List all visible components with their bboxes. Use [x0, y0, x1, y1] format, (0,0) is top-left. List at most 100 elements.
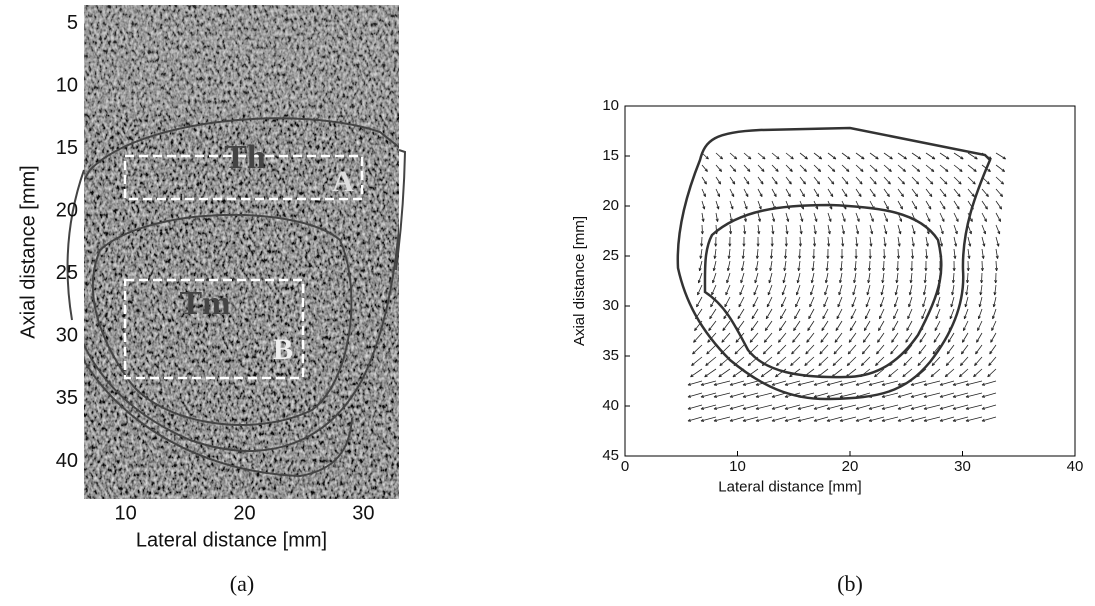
- vector-arrow: [894, 296, 899, 308]
- arrow-head: [974, 362, 978, 366]
- x-tick-label: 10: [114, 502, 136, 524]
- vector-arrow: [742, 248, 745, 259]
- arrow-head: [812, 243, 817, 247]
- vector-arrow: [824, 284, 829, 296]
- annotation: Th: [224, 139, 266, 176]
- arrow-head: [923, 279, 927, 284]
- arrow-head: [832, 362, 836, 366]
- vector-arrow: [799, 152, 808, 160]
- vector-arrow: [995, 260, 998, 271]
- arrow-head: [793, 327, 797, 331]
- vector-arrow: [725, 284, 731, 296]
- vector-arrow: [967, 224, 972, 235]
- y-axis-label: Axial distance [mm]: [571, 216, 588, 346]
- vector-arrow: [897, 248, 899, 259]
- vector-arrow: [784, 380, 801, 386]
- arrow-head: [906, 327, 910, 331]
- vector-arrow: [690, 368, 703, 378]
- vector-arrow: [867, 272, 871, 284]
- vector-arrow: [757, 164, 765, 172]
- vector-arrow: [868, 260, 871, 271]
- vector-arrow: [841, 164, 850, 172]
- vector-arrow: [783, 272, 787, 284]
- vector-arrow: [939, 188, 947, 197]
- vector-arrow: [917, 356, 927, 366]
- arrow-head: [777, 351, 781, 355]
- vector-arrow: [839, 392, 857, 398]
- vector-arrow: [981, 416, 997, 422]
- vector-arrow: [953, 236, 957, 247]
- vector-arrow: [995, 152, 1006, 160]
- arrow-head: [753, 291, 757, 296]
- arrow-head: [693, 339, 697, 343]
- arrow-head: [897, 418, 902, 422]
- arrow-head: [776, 362, 780, 366]
- vector-arrow: [939, 164, 949, 172]
- arrow-head: [923, 406, 928, 410]
- arrow-head: [813, 406, 818, 410]
- y-tick-label: 40: [602, 397, 619, 414]
- arrow-head: [784, 382, 789, 386]
- arrow-head: [931, 362, 935, 366]
- vector-arrow: [781, 296, 787, 308]
- arrow-head: [1001, 168, 1005, 172]
- vector-arrow: [910, 392, 927, 398]
- arrow-head: [989, 351, 993, 355]
- arrow-head: [994, 280, 998, 284]
- arrow-head: [723, 315, 727, 320]
- vector-arrow: [865, 296, 871, 308]
- vector-arrow: [813, 404, 829, 410]
- arrow-head: [939, 243, 943, 247]
- vector-arrow: [910, 380, 927, 386]
- arrow-head: [931, 156, 936, 160]
- vector-arrow: [792, 332, 801, 343]
- arrow-head: [921, 315, 925, 320]
- vector-arrow: [729, 188, 735, 197]
- vector-arrow: [861, 344, 871, 355]
- arrow-head: [897, 406, 902, 410]
- arrow-head: [910, 406, 915, 410]
- vector-arrow: [687, 392, 703, 398]
- arrow-head: [826, 382, 831, 386]
- arrow-head: [809, 303, 813, 308]
- arrow-head: [965, 291, 969, 296]
- vector-arrow: [701, 212, 704, 222]
- arrow-head: [856, 230, 860, 235]
- arrow-head: [700, 231, 704, 235]
- arrow-head: [767, 291, 771, 296]
- vector-arrow: [755, 416, 773, 422]
- arrow-head: [732, 181, 736, 185]
- arrow-head: [771, 394, 776, 398]
- arrow-head: [713, 394, 718, 398]
- arrow-head: [910, 418, 915, 422]
- arrow-head: [940, 231, 944, 235]
- arrow-head: [896, 267, 900, 272]
- contour-outside: [395, 149, 407, 271]
- arrow-head: [930, 168, 935, 172]
- arrow-head: [952, 382, 957, 386]
- arrow-head: [776, 156, 780, 160]
- arrow-head: [725, 291, 729, 296]
- vector-arrow: [755, 260, 759, 271]
- arrow-head: [687, 394, 692, 398]
- vector-arrow: [823, 296, 829, 308]
- vector-arrow: [776, 356, 787, 366]
- vector-arrow: [794, 308, 801, 320]
- arrow-head: [812, 255, 816, 259]
- arrow-head: [803, 168, 807, 172]
- arrow-head: [965, 279, 970, 284]
- vector-arrow: [923, 404, 941, 410]
- arrow-head: [981, 382, 986, 386]
- arrow-head: [845, 181, 849, 185]
- arrow-head: [862, 339, 867, 343]
- vector-arrow: [706, 344, 717, 355]
- arrow-head: [703, 193, 706, 197]
- vector-arrow: [827, 176, 835, 185]
- arrow-head: [747, 168, 751, 172]
- arrow-head: [981, 406, 986, 410]
- vector-arrow: [765, 308, 773, 320]
- arrow-head: [952, 394, 957, 398]
- arrow-head: [734, 351, 738, 355]
- vector-arrow: [841, 188, 848, 197]
- vector-arrow: [771, 224, 774, 235]
